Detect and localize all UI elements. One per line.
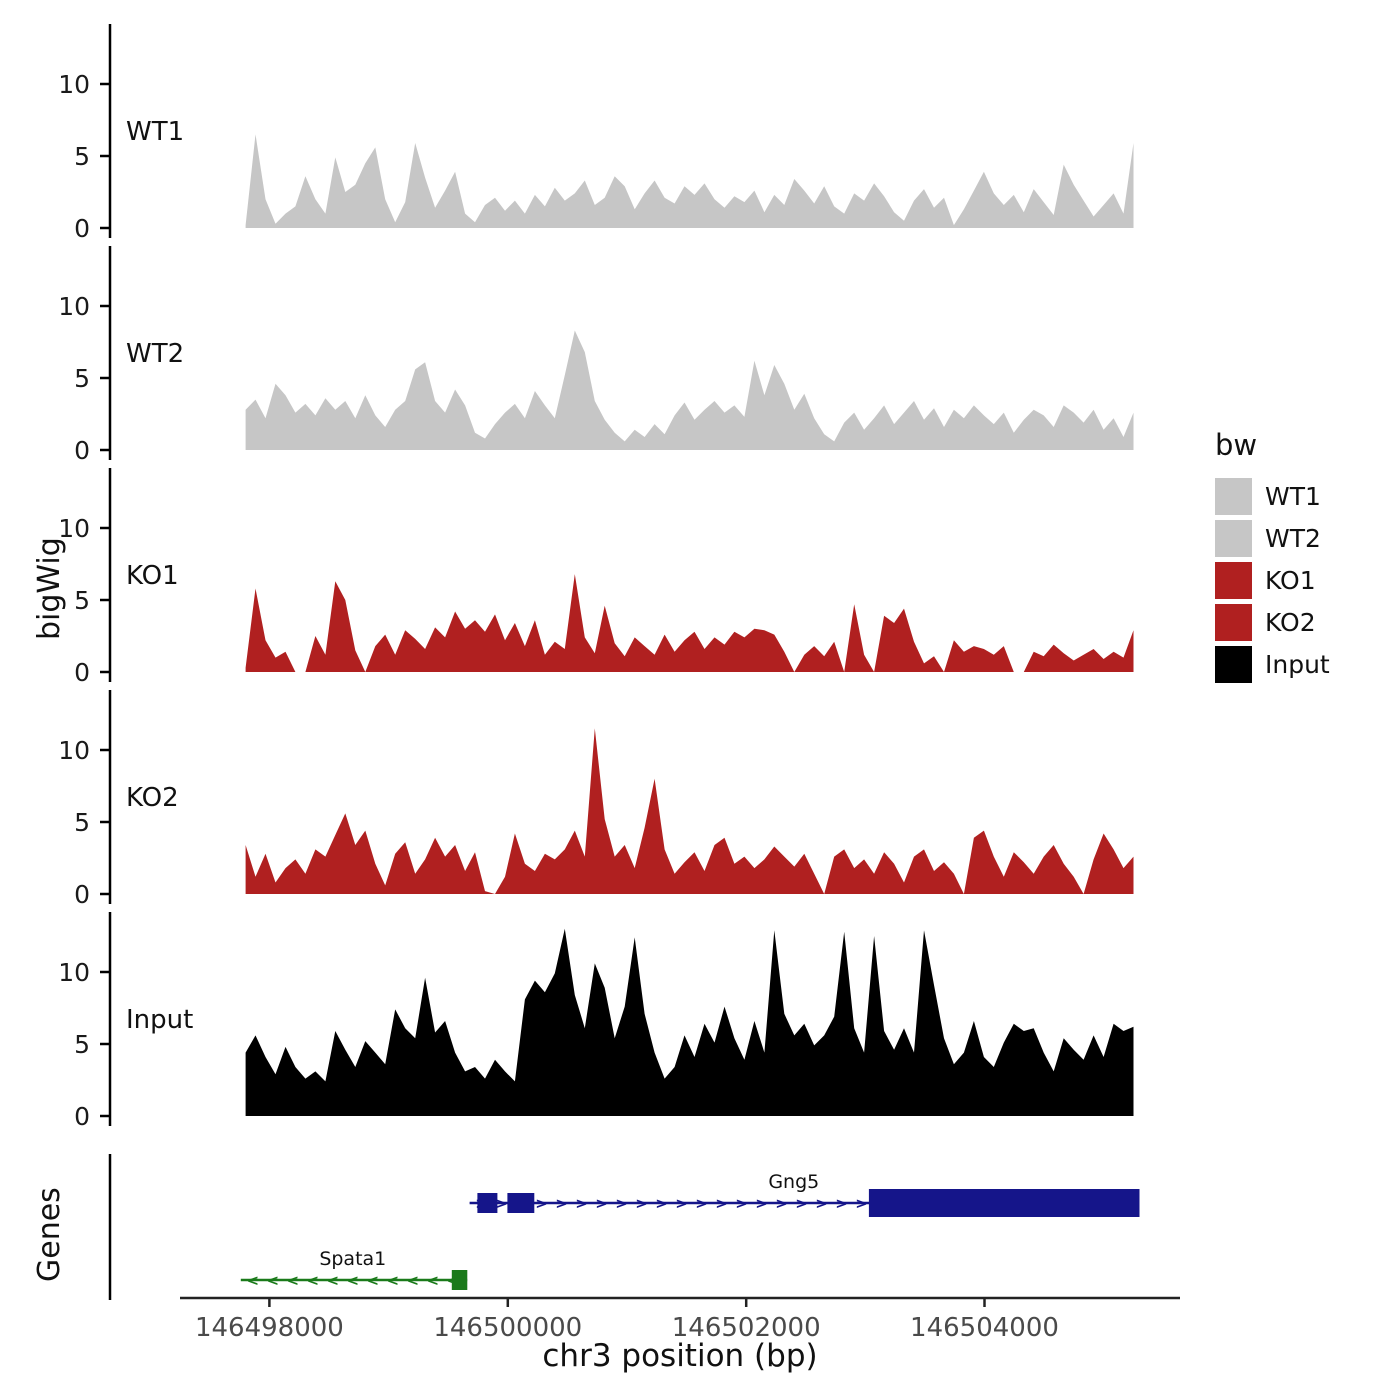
y-tick-label: 0 [74, 436, 90, 464]
genes-svg: >>>>>>>>>>>>>>>>>>>>>>>>>>>>>>>>>Gng5<<<… [108, 1154, 1140, 1300]
strand-arrow-icon: < [287, 1272, 300, 1290]
strand-arrow-icon: > [595, 1195, 608, 1213]
y-tick-label: 10 [58, 736, 90, 765]
track-label-KO2: KO2 [126, 783, 179, 813]
strand-arrow-icon: < [307, 1272, 320, 1290]
genes-track-panel: >>>>>>>>>>>>>>>>>>>>>>>>>>>>>>>>>Gng5<<<… [0, 1148, 1200, 1306]
track-svg-KO2: 0 5 10 KO2 [58, 690, 1134, 909]
x-axis-svg: 146498000 146500000 146502000 146504000 [180, 1296, 1180, 1343]
gene-exon-Gng5 [868, 1189, 1140, 1217]
strand-arrow-icon: > [495, 1195, 508, 1213]
strand-arrow-icon: > [555, 1195, 568, 1213]
y-tick-label: 10 [58, 958, 90, 987]
legend: bw WT1 WT2 KO1 KO2 Input [1215, 428, 1330, 688]
strand-arrow-icon: < [267, 1272, 280, 1290]
y-tick-label: 5 [74, 364, 90, 393]
gene-exon-Gng5 [477, 1193, 498, 1213]
legend-swatch-ko2 [1215, 604, 1252, 641]
strand-arrow-icon: > [815, 1195, 828, 1213]
track-panel-ko2: 0 5 10 KO2 [0, 686, 1200, 909]
track-svg-Input: 0 5 10 Input [58, 912, 1134, 1131]
strand-arrow-icon: > [795, 1195, 808, 1213]
strand-arrow-icon: > [635, 1195, 648, 1213]
y-tick-label: 10 [58, 292, 90, 321]
gene-label-Spata1: Spata1 [319, 1248, 386, 1270]
track-svg-KO1: 0 5 10 KO1 [58, 468, 1134, 687]
y-tick-label: 0 [74, 214, 90, 242]
legend-item-wt2: WT2 [1215, 520, 1330, 557]
legend-label-wt2: WT2 [1265, 524, 1321, 553]
strand-arrow-icon: > [675, 1195, 688, 1213]
strand-arrow-icon: > [695, 1195, 708, 1213]
coverage-area-WT1 [245, 134, 1134, 228]
coverage-area-KO2 [245, 728, 1134, 894]
track-panel-wt2: 0 5 10 WT2 [0, 242, 1200, 465]
strand-arrow-icon: > [855, 1195, 868, 1213]
legend-item-ko2: KO2 [1215, 604, 1330, 641]
legend-item-wt1: WT1 [1215, 478, 1330, 515]
legend-label-input: Input [1265, 650, 1330, 679]
track-panel-input: 0 5 10 Input [0, 908, 1200, 1131]
y-tick-label: 0 [74, 1102, 90, 1130]
y-tick-label: 5 [74, 142, 90, 171]
x-tick-label: 146498000 [195, 1313, 344, 1343]
strand-arrow-icon: > [615, 1195, 628, 1213]
legend-title: bw [1215, 428, 1258, 462]
strand-arrow-icon: < [407, 1272, 420, 1290]
y-tick-label: 5 [74, 586, 90, 615]
legend-swatch-ko1 [1215, 562, 1252, 599]
coverage-area-KO1 [245, 574, 1134, 672]
y-tick-label: 5 [74, 808, 90, 837]
gene-label-Gng5: Gng5 [768, 1171, 819, 1193]
y-tick-label: 5 [74, 1030, 90, 1059]
strand-arrow-icon: > [655, 1195, 668, 1213]
track-panel-ko1: 0 5 10 KO1 [0, 464, 1200, 687]
track-label-KO1: KO1 [126, 561, 179, 591]
strand-arrow-icon: < [427, 1272, 440, 1290]
track-label-Input: Input [126, 1005, 193, 1035]
x-tick-label: 146502000 [672, 1313, 821, 1343]
strand-arrow-icon: < [327, 1272, 340, 1290]
legend-label-wt1: WT1 [1265, 482, 1321, 511]
strand-arrow-icon: > [575, 1195, 588, 1213]
track-panel-wt1: 0 5 10 WT1 [0, 20, 1200, 243]
coverage-area-WT2 [245, 330, 1134, 450]
y-tick-label: 10 [58, 70, 90, 99]
track-svg-WT2: 0 5 10 WT2 [58, 246, 1134, 465]
strand-arrow-icon: < [347, 1272, 360, 1290]
track-label-WT1: WT1 [126, 117, 184, 147]
gene-exon-Gng5 [507, 1193, 535, 1213]
strand-arrow-icon: > [715, 1195, 728, 1213]
strand-arrow-icon: < [387, 1272, 400, 1290]
coverage-area-Input [245, 928, 1134, 1116]
x-tick-label: 146500000 [433, 1313, 582, 1343]
strand-arrow-icon: < [367, 1272, 380, 1290]
strand-arrow-icon: > [775, 1195, 788, 1213]
legend-label-ko1: KO1 [1265, 566, 1316, 595]
track-svg-WT1: 0 5 10 WT1 [58, 24, 1134, 243]
y-tick-label: 0 [74, 880, 90, 908]
legend-item-input: Input [1215, 646, 1330, 683]
strand-arrow-icon: > [735, 1195, 748, 1213]
track-label-WT2: WT2 [126, 339, 184, 369]
gene-exon-Spata1 [451, 1270, 468, 1290]
strand-arrow-icon: > [835, 1195, 848, 1213]
legend-item-ko1: KO1 [1215, 562, 1330, 599]
x-tick-label: 146504000 [910, 1313, 1059, 1343]
x-axis-title: chr3 position (bp) [542, 1338, 818, 1374]
legend-swatch-input [1215, 646, 1252, 683]
strand-arrow-icon: > [535, 1195, 548, 1213]
legend-swatch-wt1 [1215, 478, 1252, 515]
legend-swatch-wt2 [1215, 520, 1252, 557]
y-tick-label: 10 [58, 514, 90, 543]
y-tick-label: 0 [74, 658, 90, 686]
strand-arrow-icon: < [247, 1272, 260, 1290]
x-axis: 146498000 146500000 146502000 146504000 [0, 1290, 1400, 1350]
legend-label-ko2: KO2 [1265, 608, 1316, 637]
strand-arrow-icon: > [755, 1195, 768, 1213]
